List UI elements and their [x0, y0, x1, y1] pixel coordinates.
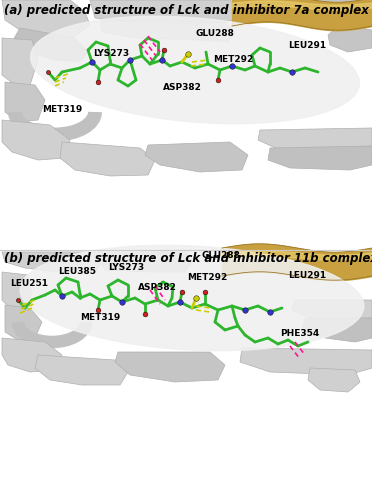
- Polygon shape: [98, 252, 192, 272]
- Polygon shape: [5, 82, 45, 122]
- Polygon shape: [5, 305, 42, 340]
- Polygon shape: [60, 142, 155, 176]
- Text: PHE354: PHE354: [280, 328, 319, 338]
- Polygon shape: [90, 0, 240, 25]
- Text: ASP382: ASP382: [138, 284, 177, 292]
- Text: GLU288: GLU288: [202, 250, 241, 260]
- Polygon shape: [302, 318, 372, 342]
- Text: MET292: MET292: [213, 54, 253, 64]
- Ellipse shape: [20, 246, 364, 350]
- Polygon shape: [115, 352, 225, 382]
- Polygon shape: [240, 348, 372, 375]
- Polygon shape: [312, 0, 372, 28]
- Ellipse shape: [31, 16, 359, 124]
- Text: MET319: MET319: [42, 106, 82, 114]
- Polygon shape: [2, 120, 70, 160]
- Polygon shape: [145, 142, 248, 172]
- Text: LEU251: LEU251: [10, 278, 48, 287]
- Polygon shape: [2, 252, 102, 272]
- Text: LEU291: LEU291: [288, 42, 326, 50]
- Text: GLU288: GLU288: [195, 30, 234, 38]
- Polygon shape: [35, 355, 128, 385]
- Polygon shape: [2, 0, 90, 38]
- Text: LYS273: LYS273: [93, 50, 129, 58]
- Text: LEU385: LEU385: [58, 268, 96, 276]
- Polygon shape: [308, 368, 360, 392]
- Polygon shape: [328, 25, 372, 52]
- Polygon shape: [12, 28, 88, 62]
- Polygon shape: [2, 272, 32, 308]
- Polygon shape: [2, 38, 38, 85]
- Polygon shape: [292, 300, 372, 323]
- Polygon shape: [258, 128, 372, 152]
- Polygon shape: [268, 146, 372, 170]
- Text: MET292: MET292: [187, 274, 227, 282]
- Polygon shape: [100, 20, 235, 42]
- Text: ASP382: ASP382: [163, 82, 202, 92]
- Text: (b) predicted structure of Lck and inhibitor 11b complex: (b) predicted structure of Lck and inhib…: [4, 252, 372, 265]
- Text: LYS273: LYS273: [108, 264, 144, 272]
- Text: LEU291: LEU291: [288, 272, 326, 280]
- Text: (a) predicted structure of Lck and inhibitor 7a complex: (a) predicted structure of Lck and inhib…: [4, 4, 369, 17]
- Text: MET319: MET319: [80, 314, 120, 322]
- Polygon shape: [2, 338, 62, 372]
